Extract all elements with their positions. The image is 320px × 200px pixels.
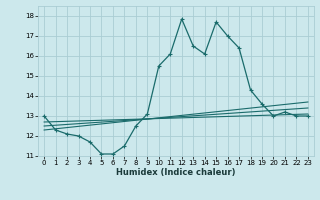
X-axis label: Humidex (Indice chaleur): Humidex (Indice chaleur) bbox=[116, 168, 236, 177]
